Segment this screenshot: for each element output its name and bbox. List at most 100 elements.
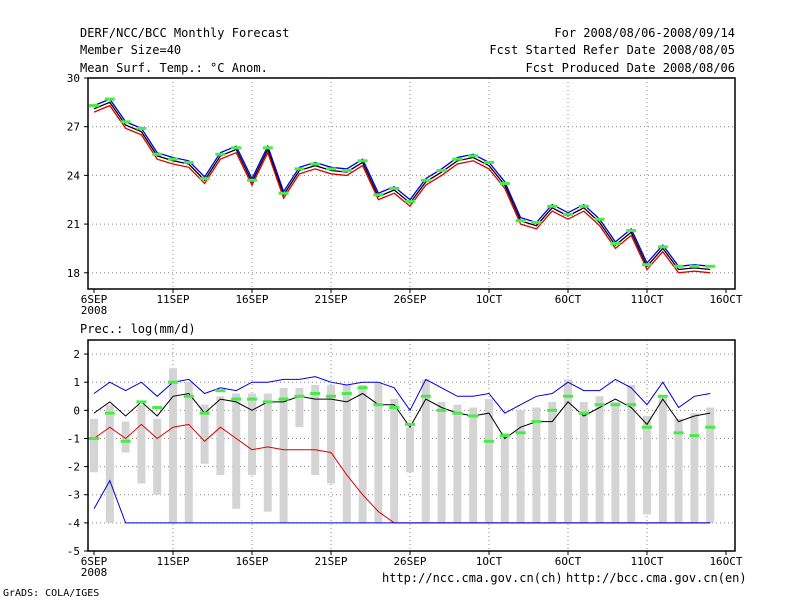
climatology-mark: [199, 411, 210, 415]
climatology-mark: [642, 263, 652, 267]
spread-bar: [469, 407, 478, 523]
climatology-mark: [373, 403, 384, 407]
climatology-mark: [563, 394, 573, 398]
climatology-mark: [531, 220, 542, 224]
spread-bar: [327, 385, 335, 484]
spread-bar: [90, 418, 98, 473]
series-line-mean: [93, 101, 711, 271]
spread-bar: [627, 385, 636, 523]
climatology-mark: [104, 411, 115, 415]
climatology-mark: [168, 157, 178, 161]
climatology-mark: [168, 380, 178, 384]
climatology-mark: [104, 97, 115, 101]
climatology-mark: [120, 120, 131, 124]
series-line-lower-bound: [93, 479, 711, 524]
climatology-mark: [673, 264, 684, 268]
climatology-mark: [405, 199, 415, 203]
x-tick-label: 6OCT: [555, 555, 582, 568]
climatology-mark: [420, 394, 431, 398]
climatology-mark: [499, 434, 510, 438]
x-tick-label: 16OCT: [709, 555, 742, 568]
climatology-mark: [673, 431, 684, 435]
x-tick-label: 16SEP: [235, 293, 268, 306]
x-tick-label: 26SEP: [393, 293, 426, 306]
x-tick-label: 6SEP: [81, 555, 108, 568]
spread-bar: [485, 399, 493, 523]
y-tick-label: -3: [67, 489, 80, 502]
grads-credit: GrADS: COLA/IGES: [3, 588, 100, 599]
climatology-mark: [515, 431, 526, 435]
spread-bar: [500, 432, 509, 523]
climatology-mark: [626, 229, 637, 233]
climatology-mark: [326, 394, 336, 398]
climatology-mark: [484, 439, 494, 443]
y-tick-label: 30: [67, 72, 80, 85]
x-tick-label: 6SEP: [81, 293, 108, 306]
series-line-upper: [93, 98, 711, 267]
climatology-mark: [310, 162, 321, 166]
spread-bar: [579, 401, 588, 523]
climatology-mark: [310, 391, 321, 395]
spread-bar: [437, 401, 446, 523]
climatology-mark: [642, 425, 652, 429]
variable-label: Mean Surf. Temp.: °C Anom.: [80, 61, 268, 75]
y-tick-label: -1: [67, 432, 80, 445]
climatology-mark: [689, 264, 700, 268]
spread-bar: [184, 382, 193, 523]
spread-bar: [105, 404, 114, 523]
climatology-mark: [89, 104, 99, 108]
spread-bar: [137, 404, 146, 484]
climatology-mark: [405, 422, 415, 426]
x-tick-label: 26SEP: [393, 555, 426, 568]
climatology-mark: [326, 167, 336, 171]
spread-bar: [121, 421, 130, 453]
climatology-mark: [152, 406, 163, 410]
spread-bar: [595, 396, 604, 523]
spread-bar: [564, 379, 572, 523]
climatology-mark: [152, 152, 163, 156]
spread-bar: [216, 396, 225, 476]
x-tick-label: 21SEP: [314, 555, 347, 568]
spread-bar: [406, 427, 414, 473]
climatology-mark: [578, 411, 589, 415]
x-tick-label: 1OCT: [476, 555, 503, 568]
spread-bar: [643, 415, 651, 515]
climatology-mark: [420, 178, 431, 182]
y-tick-label: 27: [67, 121, 80, 134]
climatology-mark: [452, 157, 463, 161]
x-tick-label: 1OCT: [476, 293, 503, 306]
panel-subtitle: Prec.: log(mm/d): [80, 322, 196, 336]
x-tick-label: 11SEP: [156, 555, 189, 568]
x-tick-label: 6OCT: [555, 293, 582, 306]
y-tick-label: 21: [67, 218, 80, 231]
climatology-mark: [531, 420, 542, 424]
series-line-upper: [93, 376, 711, 414]
spread-bar: [706, 407, 715, 523]
climatology-mark: [610, 403, 621, 407]
member-size-label: Member Size=40: [80, 43, 182, 57]
spread-bar: [342, 385, 351, 523]
climatology-mark: [657, 245, 668, 249]
climatology-mark: [436, 169, 447, 173]
spread-bar: [248, 393, 256, 476]
spread-bar: [295, 387, 304, 428]
spread-bar: [674, 418, 683, 523]
x-tick-sublabel: 2008: [81, 566, 108, 579]
y-tick-label: -4: [67, 517, 81, 530]
spread-bar: [421, 379, 430, 523]
x-tick-label: 16SEP: [235, 555, 268, 568]
climatology-mark: [247, 397, 257, 401]
url-english-link[interactable]: http://bcc.cma.gov.cn(en): [566, 571, 747, 585]
climatology-mark: [610, 242, 621, 246]
climatology-mark: [183, 394, 194, 398]
climatology-mark: [341, 391, 352, 395]
spread-bar: [658, 396, 667, 523]
spread-bar: [311, 385, 320, 476]
climatology-mark: [373, 193, 384, 197]
x-tick-label: 11OCT: [630, 293, 663, 306]
spread-bar: [200, 404, 209, 464]
spread-bar: [263, 393, 272, 512]
url-chinese-link[interactable]: http://ncc.cma.gov.cn(ch): [382, 571, 563, 585]
climatology-mark: [183, 160, 194, 164]
